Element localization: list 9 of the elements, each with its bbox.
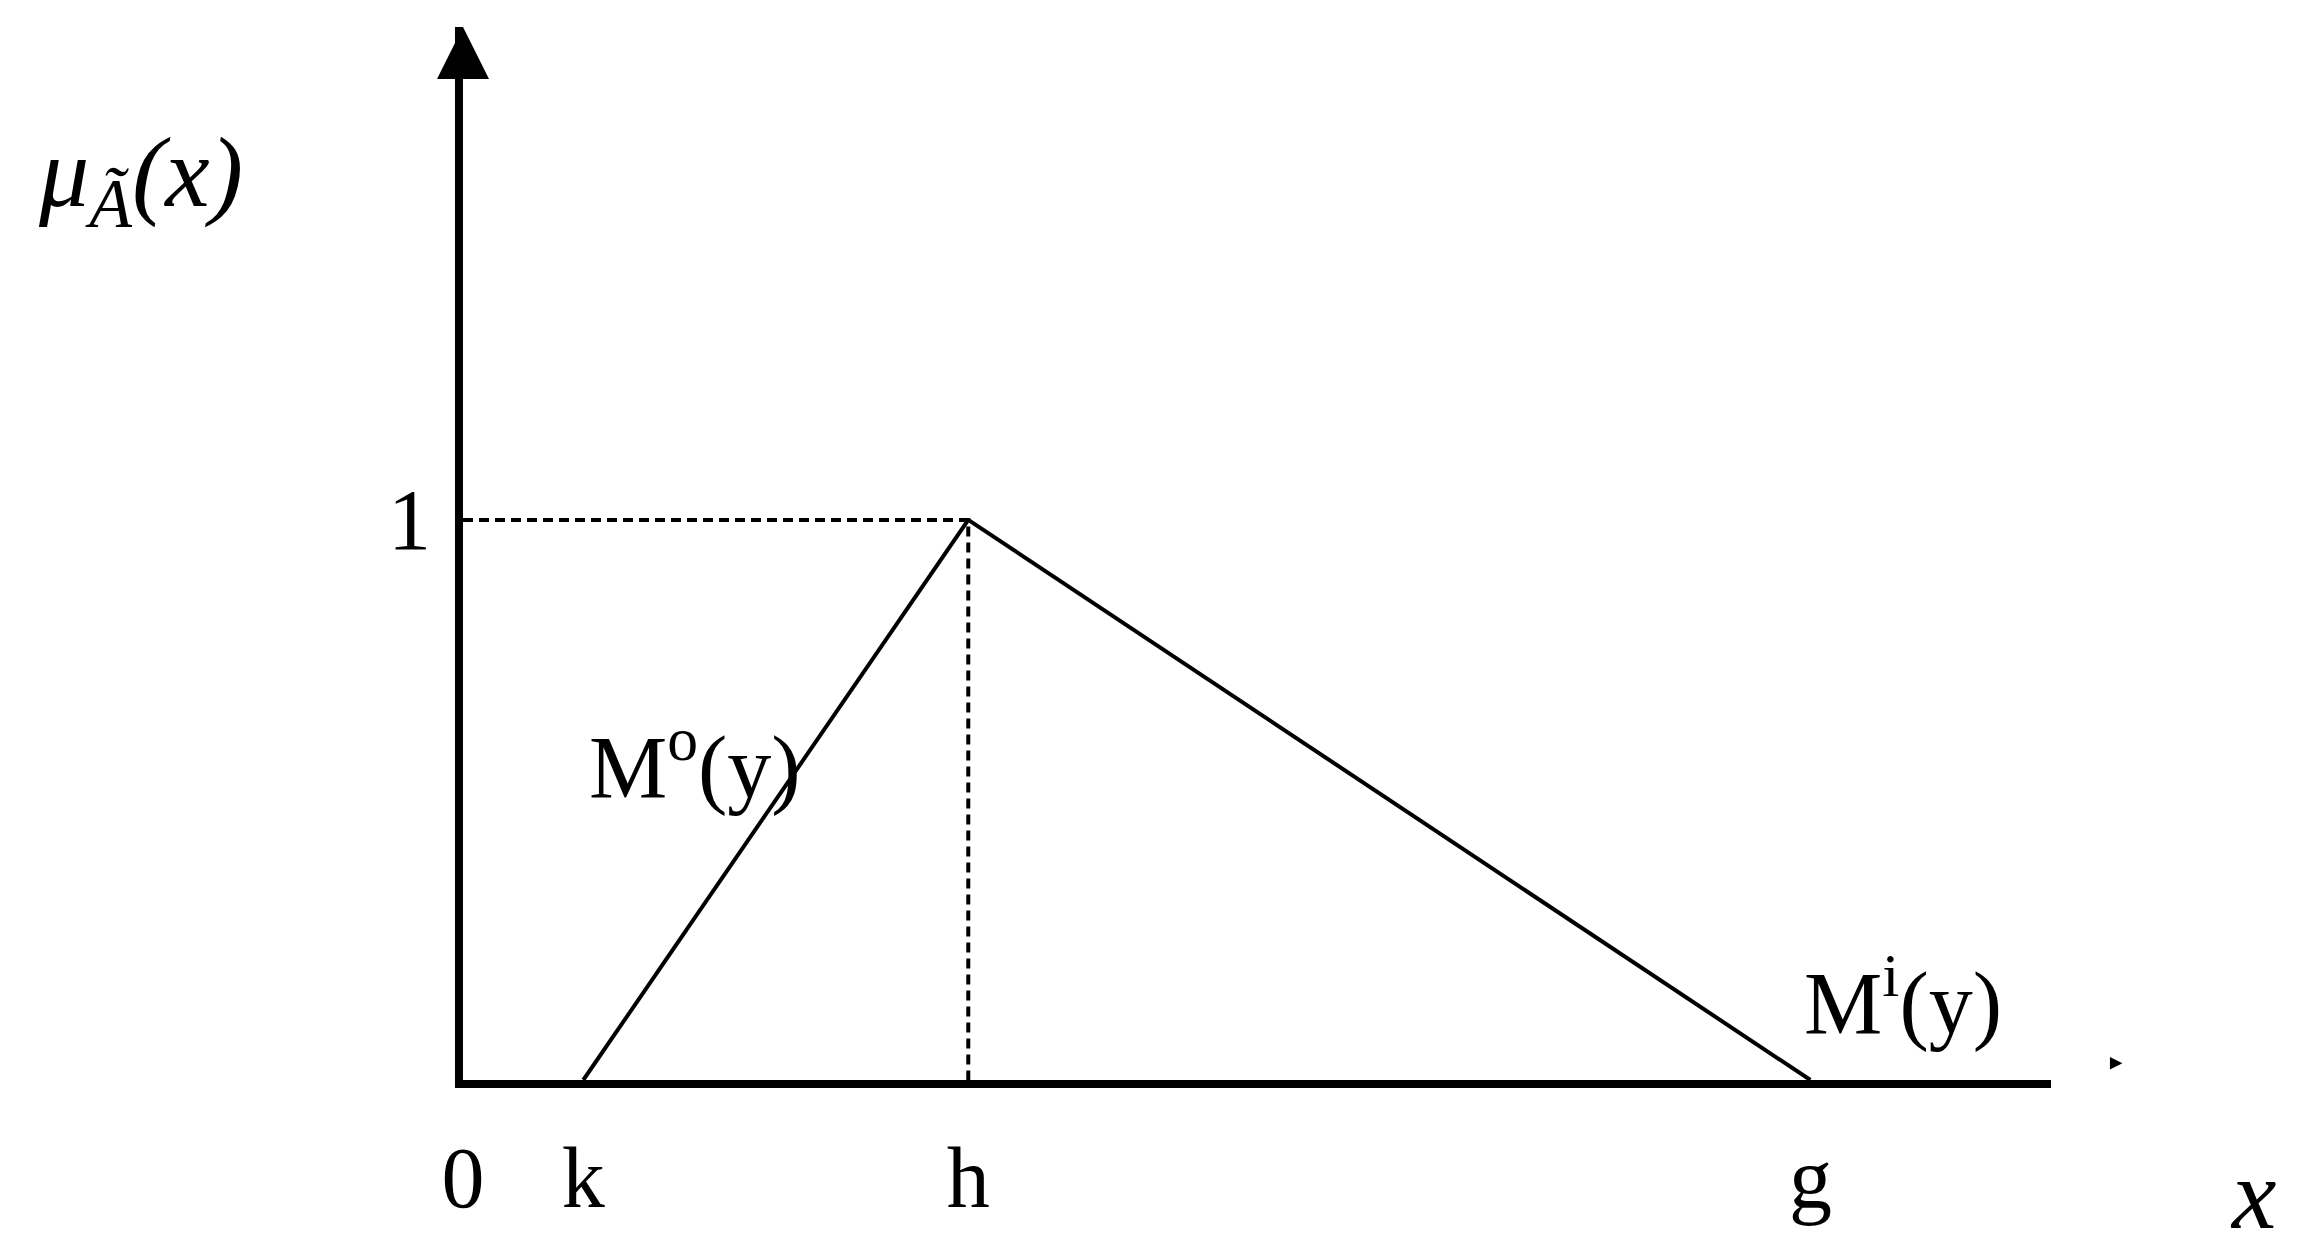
x-tick-label: k [561,1130,605,1227]
x-tick-label: h [946,1130,990,1227]
text: 1 [388,472,431,568]
x-axis-title: x [2230,1139,2277,1250]
series-label: M$^{i}$(y) [1804,941,2002,1052]
y-axis-title: μ$_{Ã}$(x) [38,117,243,242]
series-label: M$^{o}$(y) [589,705,801,816]
x-tick-label: g [1788,1130,1832,1227]
x-tick-label: 0 [441,1130,485,1227]
